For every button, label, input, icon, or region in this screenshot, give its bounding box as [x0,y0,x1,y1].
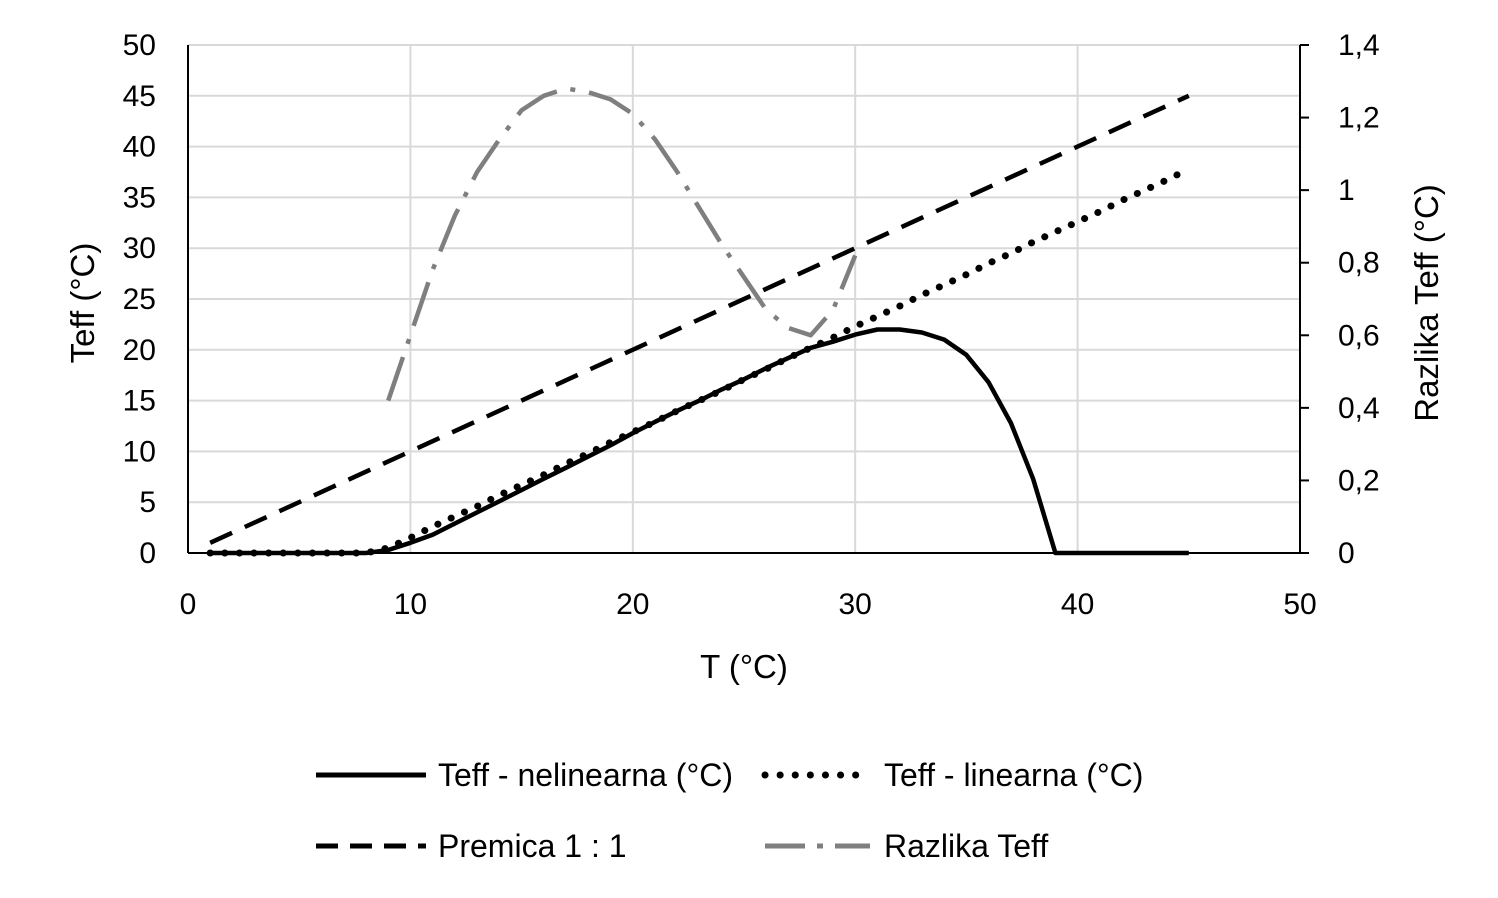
legend-item-linearna: Teff - linearna (°C) [761,757,1143,793]
y2-tick-label: 1,2 [1338,102,1380,135]
y2-tick-label: 0 [1338,537,1355,570]
series-nelinearna [210,327,1189,556]
y-axis-title: Teff (°C) [64,243,101,364]
series-razlika-teff [386,86,858,402]
legend-label-razlika: Razlika Teff [884,828,1048,864]
legend: Teff - nelinearna (°C) Teff - linearna (… [316,757,1143,864]
series-linearna [206,165,1193,557]
y-tick-label: 0 [139,537,156,570]
y2-tick-label: 1 [1338,174,1355,207]
x-tick-label: 0 [180,588,197,621]
y-tick-label: 25 [123,283,156,316]
y-tick-label: 5 [139,486,156,519]
x-tick-label: 30 [839,588,872,621]
x-axis-title: T (°C) [700,648,788,685]
x-tick-label: 20 [616,588,649,621]
y-tick-label: 35 [123,181,156,214]
y-tick-label: 20 [123,334,156,367]
y2-axis-title: Razlika Teff (°C) [1408,184,1445,422]
series-premica-1-1 [209,93,1190,545]
legend-item-razlika: Razlika Teff [765,828,1048,864]
legend-label-premica: Premica 1 : 1 [438,828,627,864]
y-tick-label: 45 [123,80,156,113]
y-tick-label: 15 [123,385,156,418]
legend-label-nelinearna: Teff - nelinearna (°C) [438,757,733,793]
legend-label-linearna: Teff - linearna (°C) [884,757,1143,793]
y2-tick-label: 0,8 [1338,247,1380,280]
y-tick-label: 10 [123,435,156,468]
y-tick-label: 50 [123,29,156,62]
x-tick-label: 40 [1061,588,1094,621]
y-tick-label: 40 [123,131,156,164]
y2-tick-label: 0,2 [1338,464,1380,497]
tick-labels: 0 5 10 15 20 25 30 35 40 45 50 0 10 20 30 40 50 0 0,2 0,4 0,… [123,29,1380,621]
y2-tick-label: 0,4 [1338,392,1380,425]
y2-tick-label: 0,6 [1338,319,1380,352]
plot-series [206,86,1193,557]
y2-tick-label: 1,4 [1338,29,1380,62]
x-tick-label: 10 [394,588,427,621]
legend-item-nelinearna: Teff - nelinearna (°C) [316,757,733,793]
legend-item-premica: Premica 1 : 1 [316,828,627,864]
y-tick-label: 30 [123,232,156,265]
x-tick-label: 50 [1283,588,1316,621]
